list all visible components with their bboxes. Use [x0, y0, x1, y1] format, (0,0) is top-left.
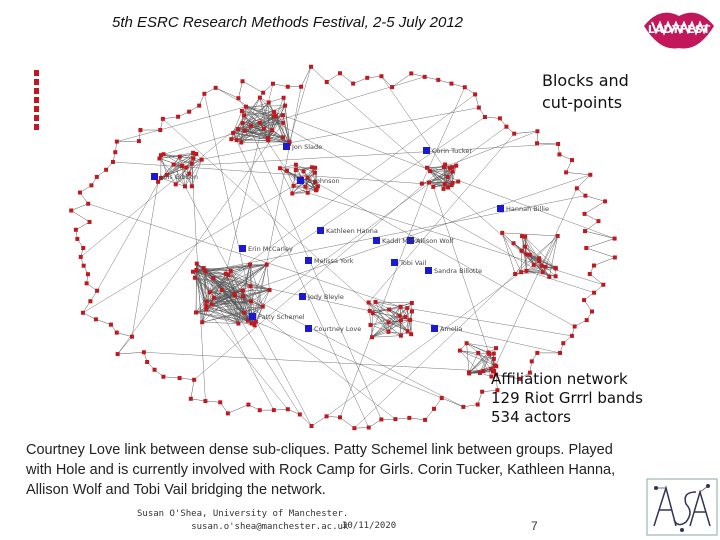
- footer-author-name: Susan O'Shea, University of Manchester.: [137, 509, 349, 519]
- network-labels: Jon Slade Corin Tucker Lois Gibbon Jo Johns…: [160, 143, 549, 333]
- node-label: Jo Johnson: [305, 177, 340, 185]
- node-label: Lois Gibbon: [160, 173, 198, 181]
- node-label: Melissa York: [314, 257, 354, 265]
- node-label: Patty Schemel: [258, 313, 305, 321]
- affiliation-line: 129 Riot Grrrl bands: [491, 389, 643, 407]
- cutpoint-node: [317, 227, 324, 234]
- logo-text: LADYFEST: [648, 23, 711, 36]
- network-nodes: [69, 64, 617, 431]
- cutpoint-node: [283, 143, 290, 150]
- cutpoint-node: [407, 237, 414, 244]
- decorative-dots: [34, 70, 40, 133]
- cutpoint-node: [305, 257, 312, 264]
- cutpoint-node: [299, 293, 306, 300]
- cutpoint-node: [431, 325, 438, 332]
- cutpoint-node: [151, 173, 158, 180]
- ladyfest-logo: LADYFEST: [644, 12, 714, 49]
- node-label: Jon Slade: [291, 143, 322, 151]
- slide-heading: Blocks and cut-points: [542, 70, 629, 114]
- page-number: 7: [531, 519, 538, 533]
- node-label: Tobi Vail: [399, 259, 427, 267]
- slide-title: 5th ESRC Research Methods Festival, 2-5 …: [112, 14, 463, 31]
- cutpoint-node: [297, 177, 304, 184]
- node-label: Hannah Billie: [506, 205, 549, 213]
- node-label: Sandra Billotte: [434, 267, 482, 275]
- node-label: Kathleen Hanna: [326, 227, 378, 235]
- footer-email: susan.o'shea@manchester.ac.uk: [191, 522, 349, 532]
- network-edges: [71, 66, 615, 429]
- node-label: Erin McCarley: [248, 245, 293, 253]
- cutpoint-node: [423, 147, 430, 154]
- node-label: Jody Bleyle: [307, 293, 344, 301]
- description-text: Courtney Love link between dense sub-cli…: [26, 442, 616, 498]
- heading-line: Blocks and: [542, 71, 629, 90]
- cutpoint-node: [373, 237, 380, 244]
- cutpoint-node: [239, 245, 246, 252]
- cutpoint-node: [249, 313, 256, 320]
- affiliation-line: 534 actors: [491, 408, 571, 426]
- node-label: Corin Tucker: [432, 147, 472, 155]
- cutpoint-node: [391, 259, 398, 266]
- node-label: Kaddi Milton: [382, 237, 422, 245]
- footer-date: 30/11/2020: [342, 521, 397, 531]
- cutpoint-node: [305, 325, 312, 332]
- node-label: Allison Wolf: [416, 237, 454, 245]
- node-label: Amelia: [440, 325, 462, 333]
- affiliation-line: Affiliation network: [491, 370, 628, 388]
- footer-author: Susan O'Shea, University of Manchester. …: [137, 508, 348, 534]
- heading-line: cut-points: [542, 93, 623, 112]
- affiliation-info: Affiliation network 129 Riot Grrrl bands…: [491, 370, 643, 427]
- asa-logo: [646, 478, 718, 536]
- node-label: Courtney Love: [314, 325, 361, 333]
- network-diagram: Jon Slade Corin Tucker Lois Gibbon Jo Johns…: [69, 64, 617, 431]
- cutpoint-node: [425, 267, 432, 274]
- cutpoint-node: [497, 205, 504, 212]
